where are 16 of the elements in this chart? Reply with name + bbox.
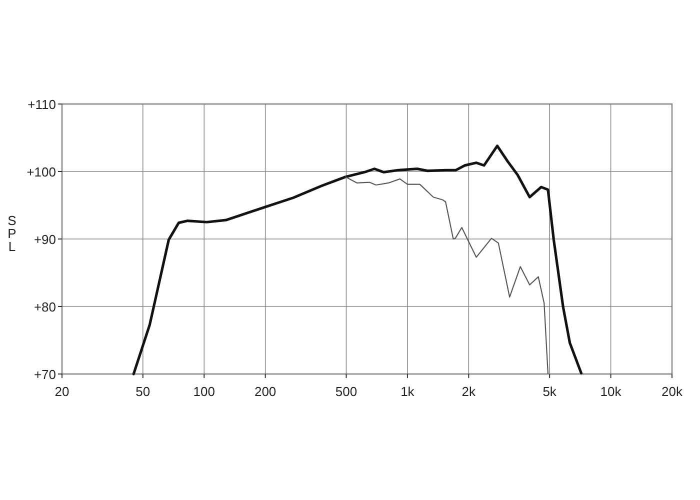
x-tick-label: 20: [54, 384, 70, 399]
x-tick-label: 2k: [462, 384, 476, 399]
y-tick-label: +90: [34, 232, 56, 247]
x-tick-label: 100: [193, 384, 215, 399]
x-tick-label: 200: [254, 384, 276, 399]
x-tick-label: 1k: [400, 384, 415, 399]
x-tick-label: 20k: [662, 384, 683, 399]
y-tick-label: +70: [34, 367, 56, 382]
x-tick-label: 500: [335, 384, 358, 399]
y-axis-title: SPL: [8, 213, 17, 254]
x-tick-label: 10k: [600, 384, 622, 399]
x-tick-label: 50: [136, 384, 150, 399]
y-tick-label: +80: [34, 300, 56, 314]
y-tick-label: +100: [26, 164, 56, 180]
y-tick-label: +110: [28, 97, 56, 112]
x-tick-label: 5k: [542, 384, 557, 399]
